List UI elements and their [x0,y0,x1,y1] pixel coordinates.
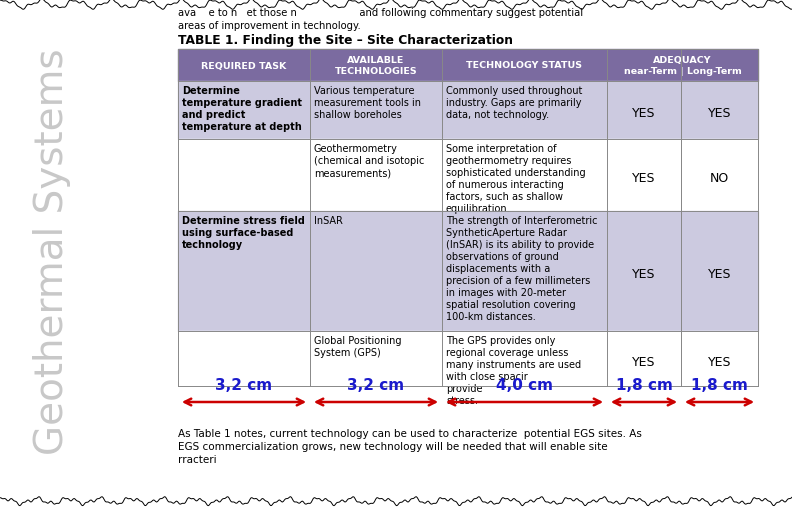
Text: 3,2 cm: 3,2 cm [215,377,272,392]
Text: Some interpretation of
geothermometry requires
sophisticated understanding
of nu: Some interpretation of geothermometry re… [446,144,585,214]
Text: ava    e to n   et those n                    and following commentary suggest p: ava e to n et those n and following comm… [178,8,583,18]
Text: TECHNOLOGY STATUS: TECHNOLOGY STATUS [466,62,582,70]
Text: Global Positioning
System (GPS): Global Positioning System (GPS) [314,335,402,357]
Text: The GPS provides only
regional coverage unless
many instruments are used
with cl: The GPS provides only regional coverage … [446,335,581,405]
Text: Commonly used throughout
industry. Gaps are primarily
data, not technology.: Commonly used throughout industry. Gaps … [446,86,582,120]
Bar [178,82,758,140]
Text: InSAR: InSAR [314,216,343,225]
Text: Geothermometry
(chemical and isotopic
measurements): Geothermometry (chemical and isotopic me… [314,144,425,178]
Text: Geothermal Systems: Geothermal Systems [33,48,71,455]
Text: Determine stress field
using surface-based
technology: Determine stress field using surface-bas… [182,216,305,249]
Text: 1,8 cm: 1,8 cm [615,377,672,392]
Text: ADEQUACY
near-Term | Long-Term: ADEQUACY near-Term | Long-Term [623,56,741,76]
Text: As Table 1 notes, current technology can be used to characterize  potential EGS : As Table 1 notes, current technology can… [178,428,642,465]
Text: YES: YES [632,267,656,280]
Text: AVAILABLE
TECHNOLOGIES: AVAILABLE TECHNOLOGIES [335,56,417,76]
Text: 1,8 cm: 1,8 cm [691,377,748,392]
Text: Various temperature
measurement tools in
shallow boreholes: Various temperature measurement tools in… [314,86,421,120]
Bar [178,212,758,331]
Text: YES: YES [708,267,731,280]
Text: Determine
temperature gradient
and predict
temperature at depth: Determine temperature gradient and predi… [182,86,302,132]
Bar [178,50,758,82]
Text: The strength of Interferometric
SyntheticAperture Radar
(InSAR) is its ability t: The strength of Interferometric Syntheti… [446,216,597,321]
Text: YES: YES [708,355,731,368]
Text: YES: YES [632,355,656,368]
Text: NO: NO [710,172,729,185]
Text: 4,0 cm: 4,0 cm [496,377,553,392]
Text: areas of improvement in technology.: areas of improvement in technology. [178,21,360,31]
Text: 3,2 cm: 3,2 cm [348,377,405,392]
Text: YES: YES [708,107,731,120]
Text: YES: YES [632,172,656,185]
Text: REQUIRED TASK: REQUIRED TASK [201,62,287,70]
Text: YES: YES [632,107,656,120]
Bar [178,331,758,386]
Bar [178,140,758,212]
Text: TABLE 1. Finding the Site – Site Characterization: TABLE 1. Finding the Site – Site Charact… [178,34,513,47]
